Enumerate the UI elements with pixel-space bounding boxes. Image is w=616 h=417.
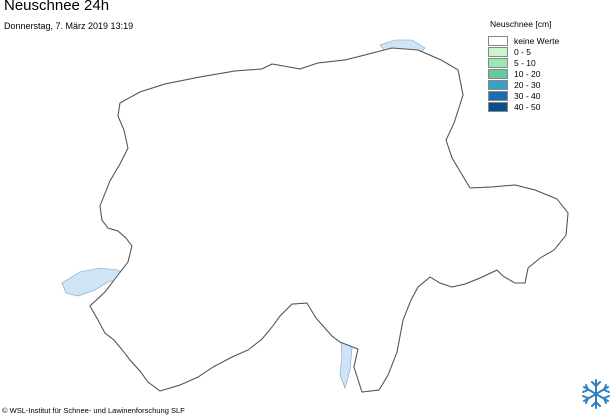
snowflake-icon	[582, 379, 610, 409]
legend-swatch	[488, 68, 508, 79]
legend-swatch	[488, 57, 508, 68]
legend-swatch	[488, 79, 508, 90]
legend-item: 20 - 30	[488, 79, 608, 90]
legend-swatch	[488, 35, 508, 46]
legend-swatch	[488, 90, 508, 101]
legend-item: keine Werte	[488, 35, 608, 46]
legend-item: 0 - 5	[488, 46, 608, 57]
legend-label: 10 - 20	[514, 68, 541, 79]
legend-label: 5 - 10	[514, 57, 536, 68]
legend-label: 30 - 40	[514, 90, 541, 101]
legend-title: Neuschnee [cm]	[490, 19, 552, 29]
legend-label: 40 - 50	[514, 101, 541, 112]
legend-swatch	[488, 101, 508, 112]
copyright-credit: © WSL-Institut für Schnee- und Lawinenfo…	[2, 406, 185, 415]
map-title: Neuschnee 24h	[4, 0, 110, 14]
map-timestamp: Donnerstag, 7. März 2019 13:19	[4, 21, 134, 31]
legend: Neuschnee [cm] keine Werte 0 - 5 5 - 10 …	[488, 19, 608, 112]
legend-item: 10 - 20	[488, 68, 608, 79]
legend-item: 5 - 10	[488, 57, 608, 68]
legend-item: 30 - 40	[488, 90, 608, 101]
legend-label: 0 - 5	[514, 46, 532, 57]
legend-label: keine Werte	[514, 35, 560, 46]
legend-swatch	[488, 46, 508, 57]
legend-label: 20 - 30	[514, 79, 541, 90]
legend-item: 40 - 50	[488, 101, 608, 112]
